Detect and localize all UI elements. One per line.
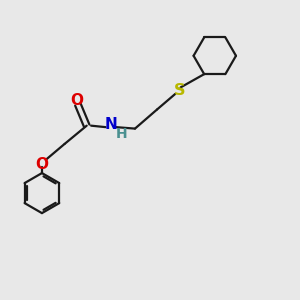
Text: H: H (116, 127, 128, 141)
Text: N: N (104, 117, 117, 132)
Text: S: S (173, 83, 185, 98)
Text: O: O (70, 93, 83, 108)
Text: O: O (35, 157, 48, 172)
